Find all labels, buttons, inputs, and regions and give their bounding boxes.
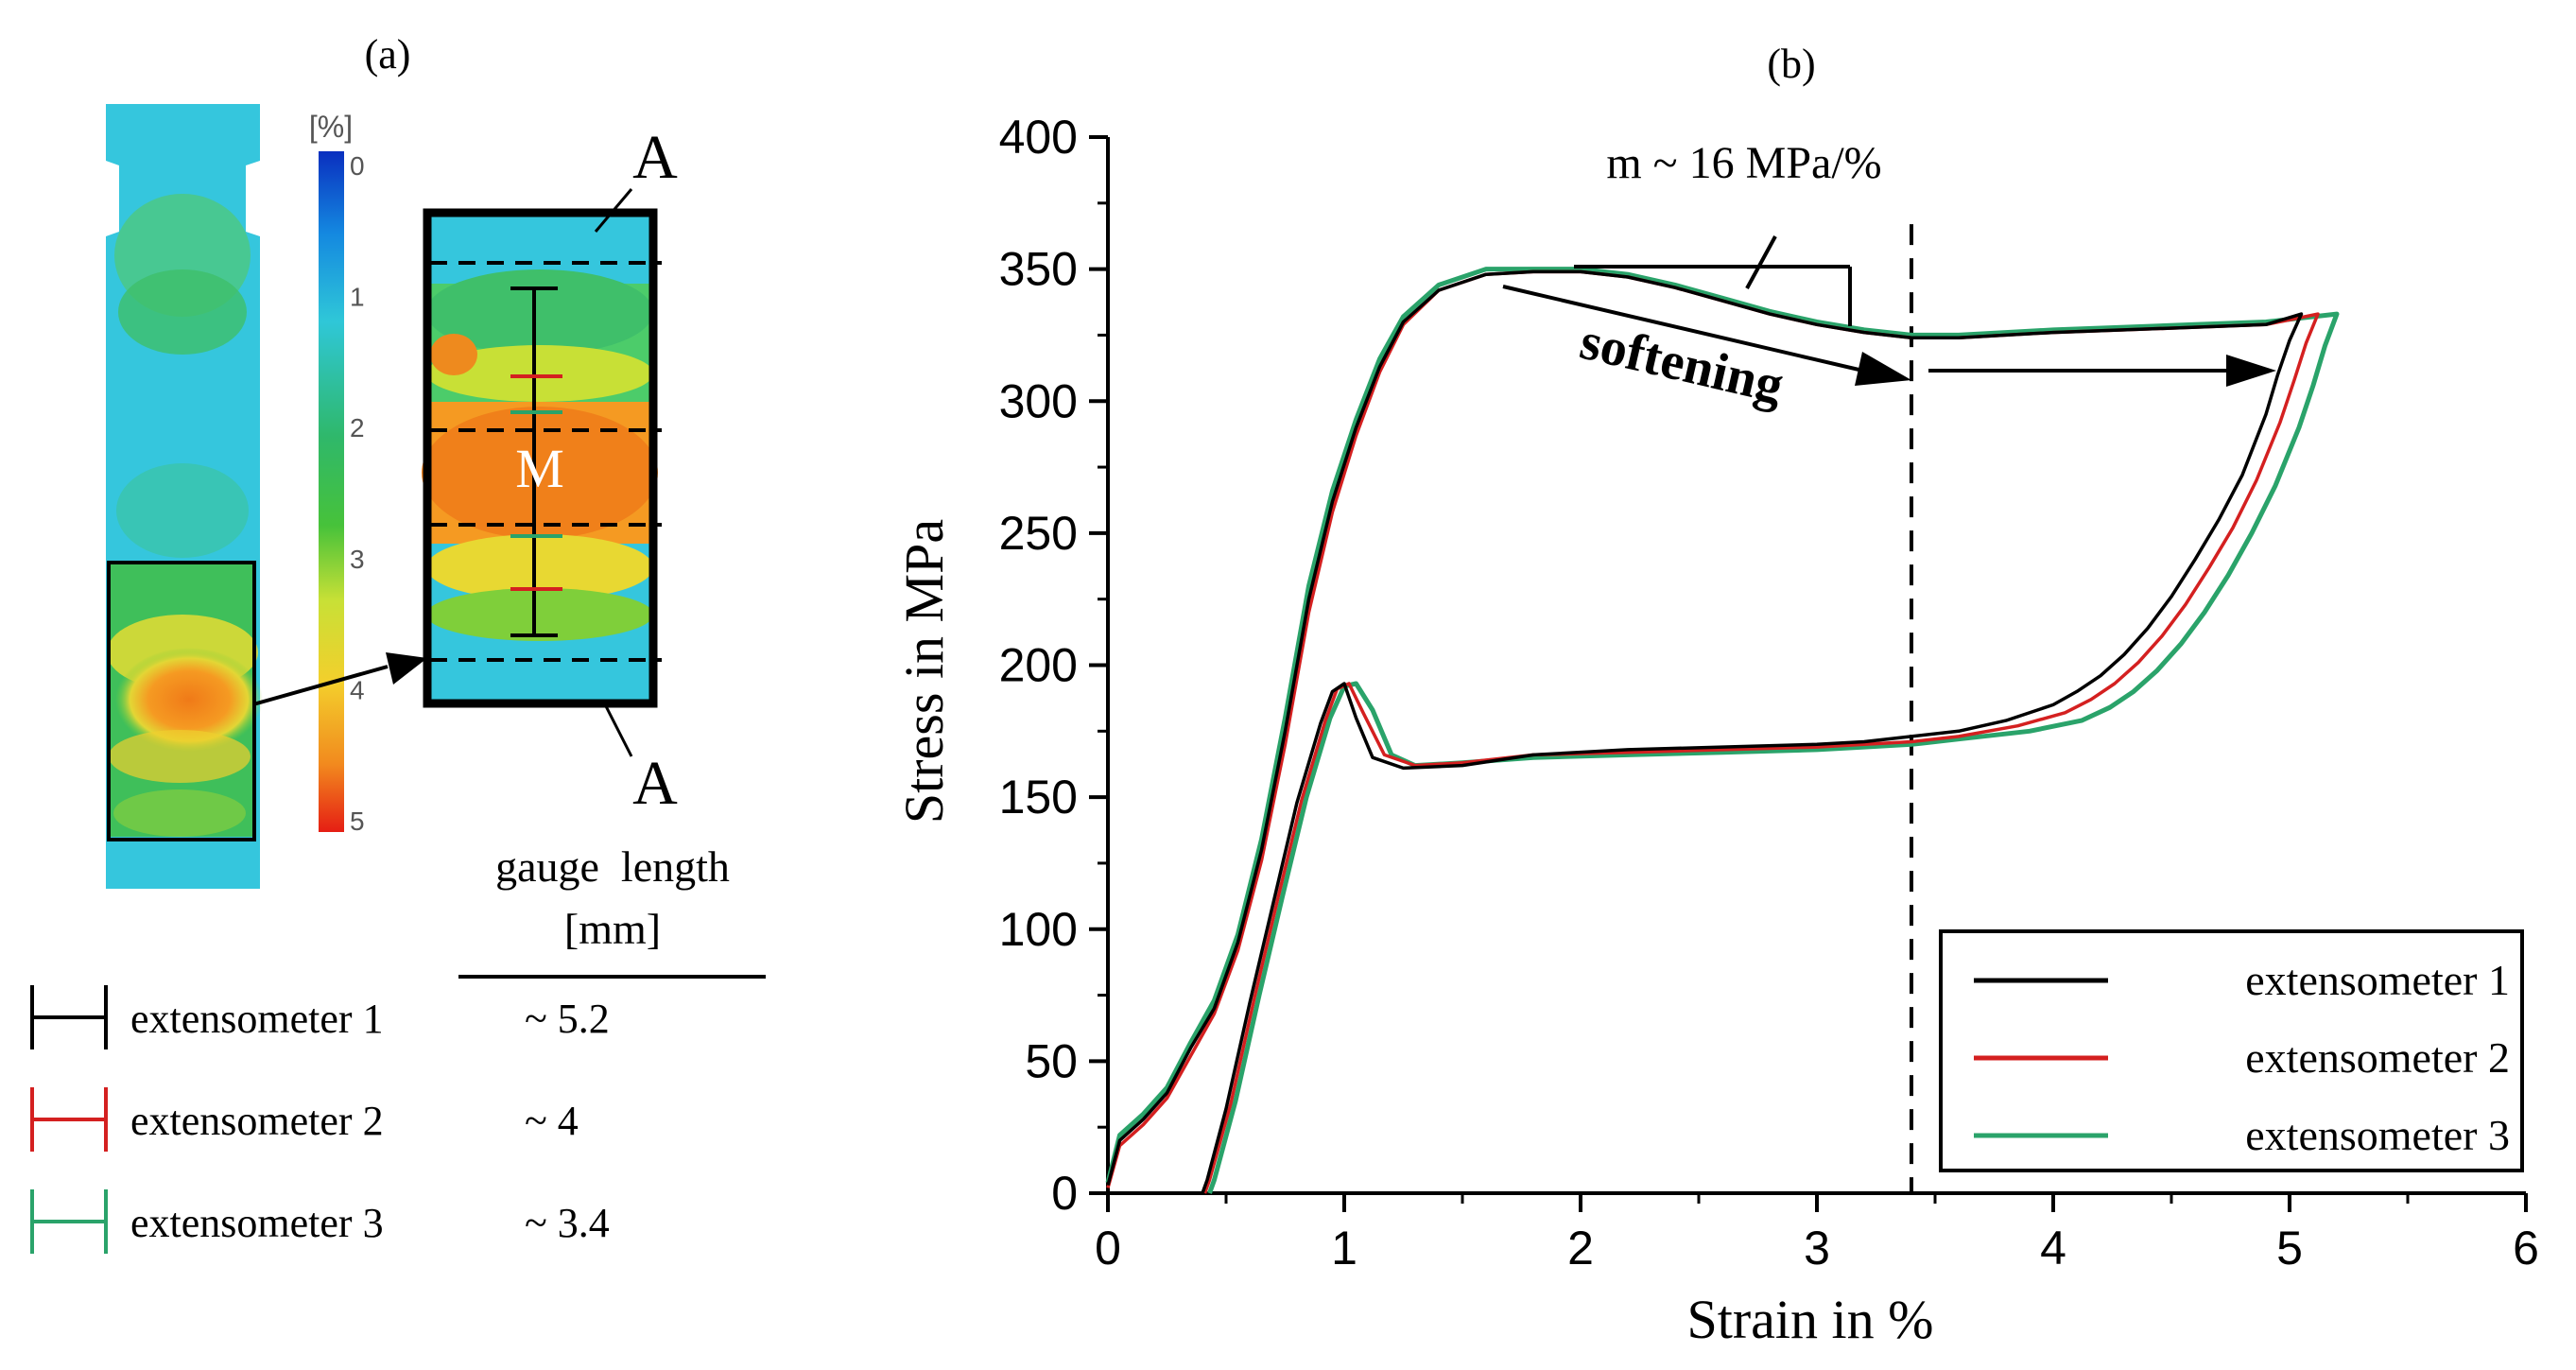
colorbar-unit: [%] [309,110,353,144]
colorbar: [%] 0 1 2 3 4 5 [309,110,365,836]
y-tick-label: 0 [1051,1167,1078,1220]
legend-label: extensometer 2 [2245,1033,2510,1082]
panel-a-label: (a) [365,31,411,78]
x-tick-label: 4 [2040,1222,2066,1275]
table-row-gauge: ~ 5.2 [525,996,610,1042]
x-tick-label: 1 [1331,1222,1357,1275]
plateau-arrow [1928,355,2276,387]
y-tick-label: 100 [999,903,1078,956]
y-tick-label: 50 [1025,1034,1078,1087]
specimen-selection-box [107,561,256,841]
x-tick-label: 3 [1804,1222,1830,1275]
y-tick-label: 200 [999,639,1078,692]
legend-label: extensometer 3 [2245,1111,2510,1159]
colorbar-tick-label: 1 [350,283,365,312]
table-row-gauge: ~ 4 [525,1098,579,1144]
legend-box [1939,929,2524,1172]
table-row: extensometer 3 ~ 3.4 [30,1189,610,1254]
x-tick-label: 0 [1095,1222,1121,1275]
panel-b-label: (b) [1767,41,1815,87]
y-axis-label: Stress in MPa [893,519,955,824]
x-tick-label: 5 [2276,1222,2303,1275]
table-row: extensometer 2 ~ 4 [30,1087,579,1152]
table-row-gauge: ~ 3.4 [525,1200,610,1246]
zoom-marker-center: M [515,438,564,499]
zoom-extensometer-2 [510,374,562,591]
panel-a: (a) [%] 0 1 2 3 4 5 [30,31,766,1254]
table-header-line1: gauge length [495,842,730,891]
zoom-extensometer-3 [510,410,562,538]
x-tick-label: 2 [1567,1222,1594,1275]
legend: extensometer 1 extensometer 2 extensometer… [1939,929,2524,1172]
colorbar-tick-label: 3 [350,545,365,574]
table-row-name: extensometer 3 [130,1200,384,1246]
x-tick-label: 6 [2513,1222,2539,1275]
chart-series [1105,267,2340,1194]
y-tick-label: 350 [999,243,1078,296]
zoom-arrow-head [386,652,427,685]
table-row-name: extensometer 2 [130,1098,384,1144]
table-row: extensometer 1 ~ 5.2 [30,985,610,1049]
specimen-strain-map [106,104,263,889]
zoom-arrow [252,665,389,706]
series-line-extensometer-2 [1106,269,2320,1194]
y-tick-label: 400 [999,111,1078,164]
table-row-name: extensometer 1 [130,996,384,1042]
zoom-box-border [423,208,658,708]
legend-label: extensometer 1 [2245,956,2510,1004]
x-axis-label: Strain in % [1687,1289,1934,1350]
y-tick-label: 250 [999,507,1078,560]
chart-ticks: 0 1 2 3 4 5 6 0 50 100 150 200 250 300 350 400 [999,111,2539,1275]
series-line-extensometer-1 [1106,269,2304,1194]
gauge-length-table: gauge length [mm] extensometer 1 ~ 5.2ext… [30,842,766,1254]
y-tick-label: 150 [999,771,1078,824]
colorbar-tick-label: 5 [350,806,365,836]
panel-b: (b) 0 1 2 3 4 5 6 0 50 100 150 200 250 300 350 400 m ~ … [893,41,2539,1350]
colorbar-tick-label: 4 [350,675,365,704]
slope-bracket [1574,235,1852,326]
colorbar-tick-label: 0 [350,151,365,181]
softening-arrow [1502,285,1911,386]
zoom-marker-top: A [632,123,678,192]
zoom-strain-map: M [422,208,662,708]
table-header-line2: [mm] [564,905,661,953]
zoom-marker-bottom: A [632,749,678,818]
y-tick-label: 300 [999,374,1078,427]
zoom-extensometer-1 [510,286,558,637]
slope-annotation: m ~ 16 MPa/% [1606,138,1881,188]
colorbar-tick-label: 2 [350,413,365,442]
